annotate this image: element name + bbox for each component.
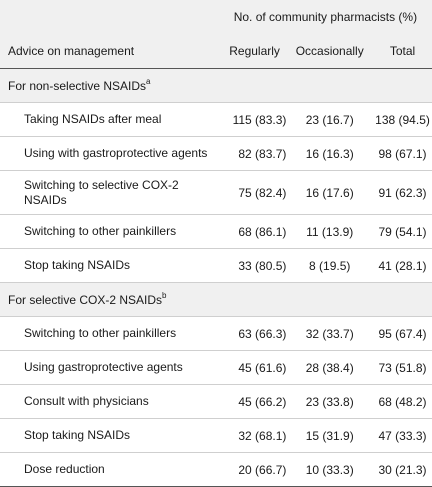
header-advice: Advice on management (0, 33, 211, 69)
section-header-selective: For selective COX-2 NSAIDsb (0, 282, 432, 317)
cell-total: 41 (28.1) (373, 248, 432, 283)
cell-total: 47 (33.3) (373, 418, 432, 453)
header-regularly: Regularly (210, 33, 287, 69)
table-row: Stop taking NSAIDs 32 (68.1) 15 (31.9) 4… (0, 418, 432, 453)
cell-regularly: 45 (66.2) (210, 384, 287, 419)
cell-total: 91 (62.3) (373, 170, 432, 215)
cell-occasionally: 10 (33.3) (286, 452, 374, 487)
cell-regularly: 115 (83.3) (210, 102, 287, 137)
table-row: Switching to other painkillers 63 (66.3)… (0, 316, 432, 351)
cell-regularly: 75 (82.4) (210, 170, 287, 215)
section-header-non-selective: For non-selective NSAIDsa (0, 68, 432, 103)
header-spacer (0, 0, 211, 33)
header-row-columns: Advice on management Regularly Occasiona… (0, 33, 432, 69)
cell-total: 73 (51.8) (373, 350, 432, 385)
cell-total: 98 (67.1) (373, 136, 432, 171)
cell-total: 95 (67.4) (373, 316, 432, 351)
table-row: Using with gastroprotective agents 82 (8… (0, 136, 432, 171)
cell-occasionally: 32 (33.7) (286, 316, 374, 351)
header-row-group: No. of community pharmacists (%) (0, 0, 432, 33)
row-label: Consult with physicians (0, 384, 211, 419)
table-row: Consult with physicians 45 (66.2) 23 (33… (0, 384, 432, 419)
cell-occasionally: 28 (38.4) (286, 350, 374, 385)
row-label: Switching to other painkillers (0, 214, 211, 249)
row-label: Stop taking NSAIDs (0, 418, 211, 453)
table-row: Stop taking NSAIDs 33 (80.5) 8 (19.5) 41… (0, 248, 432, 283)
cell-total: 79 (54.1) (373, 214, 432, 249)
cell-regularly: 68 (86.1) (210, 214, 287, 249)
row-label: Stop taking NSAIDs (0, 248, 211, 283)
table-row: Taking NSAIDs after meal 115 (83.3) 23 (… (0, 102, 432, 137)
section-title: For non-selective NSAIDs (8, 78, 147, 93)
row-label: Using gastroprotective agents (0, 350, 211, 385)
section-title: For selective COX-2 NSAIDs (8, 292, 163, 307)
cell-total: 138 (94.5) (373, 102, 432, 137)
cell-total: 68 (48.2) (373, 384, 432, 419)
footnote-marker: a (146, 76, 151, 86)
cell-total: 30 (21.3) (373, 452, 432, 487)
cell-occasionally: 23 (16.7) (286, 102, 374, 137)
row-label: Switching to other painkillers (0, 316, 211, 351)
cell-occasionally: 8 (19.5) (286, 248, 374, 283)
cell-regularly: 33 (80.5) (210, 248, 287, 283)
cell-regularly: 32 (68.1) (210, 418, 287, 453)
row-label: Using with gastroprotective agents (0, 136, 211, 171)
cell-regularly: 20 (66.7) (210, 452, 287, 487)
cell-occasionally: 23 (33.8) (286, 384, 374, 419)
row-label: Dose reduction (0, 452, 211, 487)
table-row: Using gastroprotective agents 45 (61.6) … (0, 350, 432, 385)
table-row: Switching to other painkillers 68 (86.1)… (0, 214, 432, 249)
cell-regularly: 45 (61.6) (210, 350, 287, 385)
cell-occasionally: 11 (13.9) (286, 214, 374, 249)
cell-regularly: 63 (66.3) (210, 316, 287, 351)
row-label: Switching to selective COX-2 NSAIDs (24, 177, 179, 207)
cell-occasionally: 16 (16.3) (286, 136, 374, 171)
header-total: Total (373, 33, 432, 69)
header-occasionally: Occasionally (286, 33, 374, 69)
cell-occasionally: 15 (31.9) (286, 418, 374, 453)
group-header: No. of community pharmacists (%) (210, 0, 432, 33)
cell-occasionally: 16 (17.6) (286, 170, 374, 215)
row-label: Taking NSAIDs after meal (0, 102, 211, 137)
table-row: Dose reduction 20 (66.7) 10 (33.3) 30 (2… (0, 452, 432, 487)
table-row: Switching to selective COX-2 NSAIDs 75 (… (0, 170, 432, 215)
footnote-marker: b (162, 290, 167, 300)
cell-regularly: 82 (83.7) (210, 136, 287, 171)
